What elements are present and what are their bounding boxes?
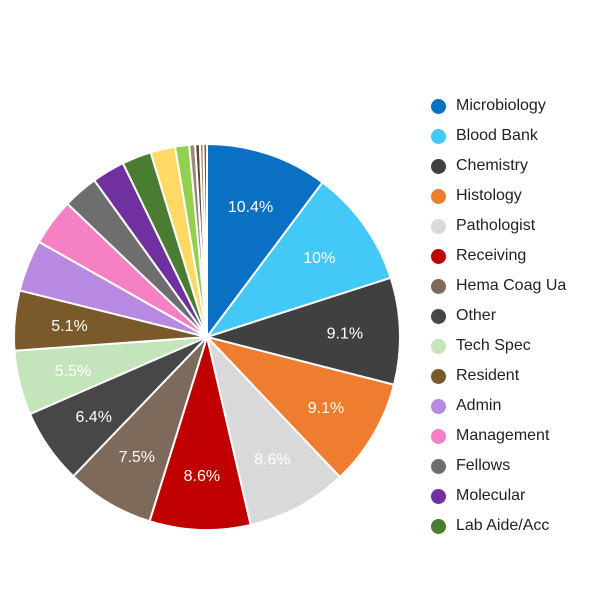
slice-data-label: 5.5% xyxy=(55,363,91,380)
pie-slice[interactable] xyxy=(204,181,392,339)
legend-swatch xyxy=(431,458,446,474)
legend-label: Fellows xyxy=(456,457,511,474)
pie-slice[interactable] xyxy=(202,142,208,338)
slice-data-label: 7.5% xyxy=(119,449,155,466)
legend-item[interactable]: Microbiology xyxy=(431,91,566,121)
legend-label: Histology xyxy=(456,187,522,204)
legend-item[interactable]: Hema Coag Ua xyxy=(431,271,566,301)
slice-data-label: 9.1% xyxy=(327,326,363,343)
legend-item[interactable]: Other xyxy=(431,301,566,331)
slice-data-label: 10% xyxy=(303,250,335,267)
legend-label: Admin xyxy=(456,397,502,414)
legend-swatch xyxy=(431,518,446,534)
legend-label: Chemistry xyxy=(456,157,529,174)
legend-item[interactable]: Resident xyxy=(431,361,566,391)
legend-swatch xyxy=(431,98,446,114)
legend-label: Microbiology xyxy=(456,97,546,114)
legend-item[interactable]: Management xyxy=(431,421,566,451)
slice-data-label: 8.6% xyxy=(254,452,290,469)
slice-data-label: 9.1% xyxy=(308,400,344,417)
legend-swatch xyxy=(431,158,446,174)
pie-slice[interactable] xyxy=(203,335,396,479)
legend-label: Blood Bank xyxy=(456,127,538,144)
legend-label: Other xyxy=(456,307,497,324)
legend-label: Tech Spec xyxy=(456,337,531,354)
legend-label: Management xyxy=(456,427,550,444)
slice-data-label: 10.4% xyxy=(228,199,273,216)
legend-swatch xyxy=(431,428,446,444)
legend-swatch xyxy=(431,188,446,204)
legend-item[interactable]: Chemistry xyxy=(431,151,566,181)
legend-item[interactable]: Admin xyxy=(431,391,566,421)
slice-data-label: 6.4% xyxy=(75,409,111,426)
pie-slice[interactable] xyxy=(148,333,252,531)
legend-label: Lab Aide/Acc xyxy=(456,517,550,534)
legend-label: Receiving xyxy=(456,247,527,264)
legend-swatch xyxy=(431,368,446,384)
legend-item[interactable]: Lab Aide/Acc xyxy=(431,511,566,541)
legend-swatch xyxy=(431,488,446,504)
legend-swatch xyxy=(431,398,446,414)
chart-legend: Microbiology Blood Bank Chemistry Histology… xyxy=(431,91,566,541)
legend-label: Hema Coag Ua xyxy=(456,277,567,294)
legend-label: Molecular xyxy=(456,487,526,504)
legend-swatch xyxy=(431,278,446,294)
legend-item[interactable]: Pathologist xyxy=(431,211,566,241)
legend-item[interactable]: Blood Bank xyxy=(431,121,566,151)
slice-data-label: 8.6% xyxy=(184,468,220,485)
legend-item[interactable]: Histology xyxy=(431,181,566,211)
legend-item[interactable]: Molecular xyxy=(431,481,566,511)
pie-slice[interactable] xyxy=(206,142,324,341)
legend-label: Resident xyxy=(456,367,520,384)
pie-chart: 10.4% 10% 9.1% 9.1% 8.6% 8.6% 7.5% 6.4% 5.5% 5.1% xyxy=(13,142,401,531)
legend-swatch xyxy=(431,128,446,144)
legend-item[interactable]: Receiving xyxy=(431,241,566,271)
legend-item[interactable]: Fellows xyxy=(431,451,566,481)
legend-swatch xyxy=(431,218,446,234)
legend-item[interactable]: Tech Spec xyxy=(431,331,566,361)
legend-swatch xyxy=(431,248,446,264)
legend-label: Pathologist xyxy=(456,217,536,234)
pie-slice[interactable] xyxy=(203,276,401,386)
slice-data-label: 5.1% xyxy=(51,318,87,335)
legend-swatch xyxy=(431,338,446,354)
legend-swatch xyxy=(431,308,446,324)
